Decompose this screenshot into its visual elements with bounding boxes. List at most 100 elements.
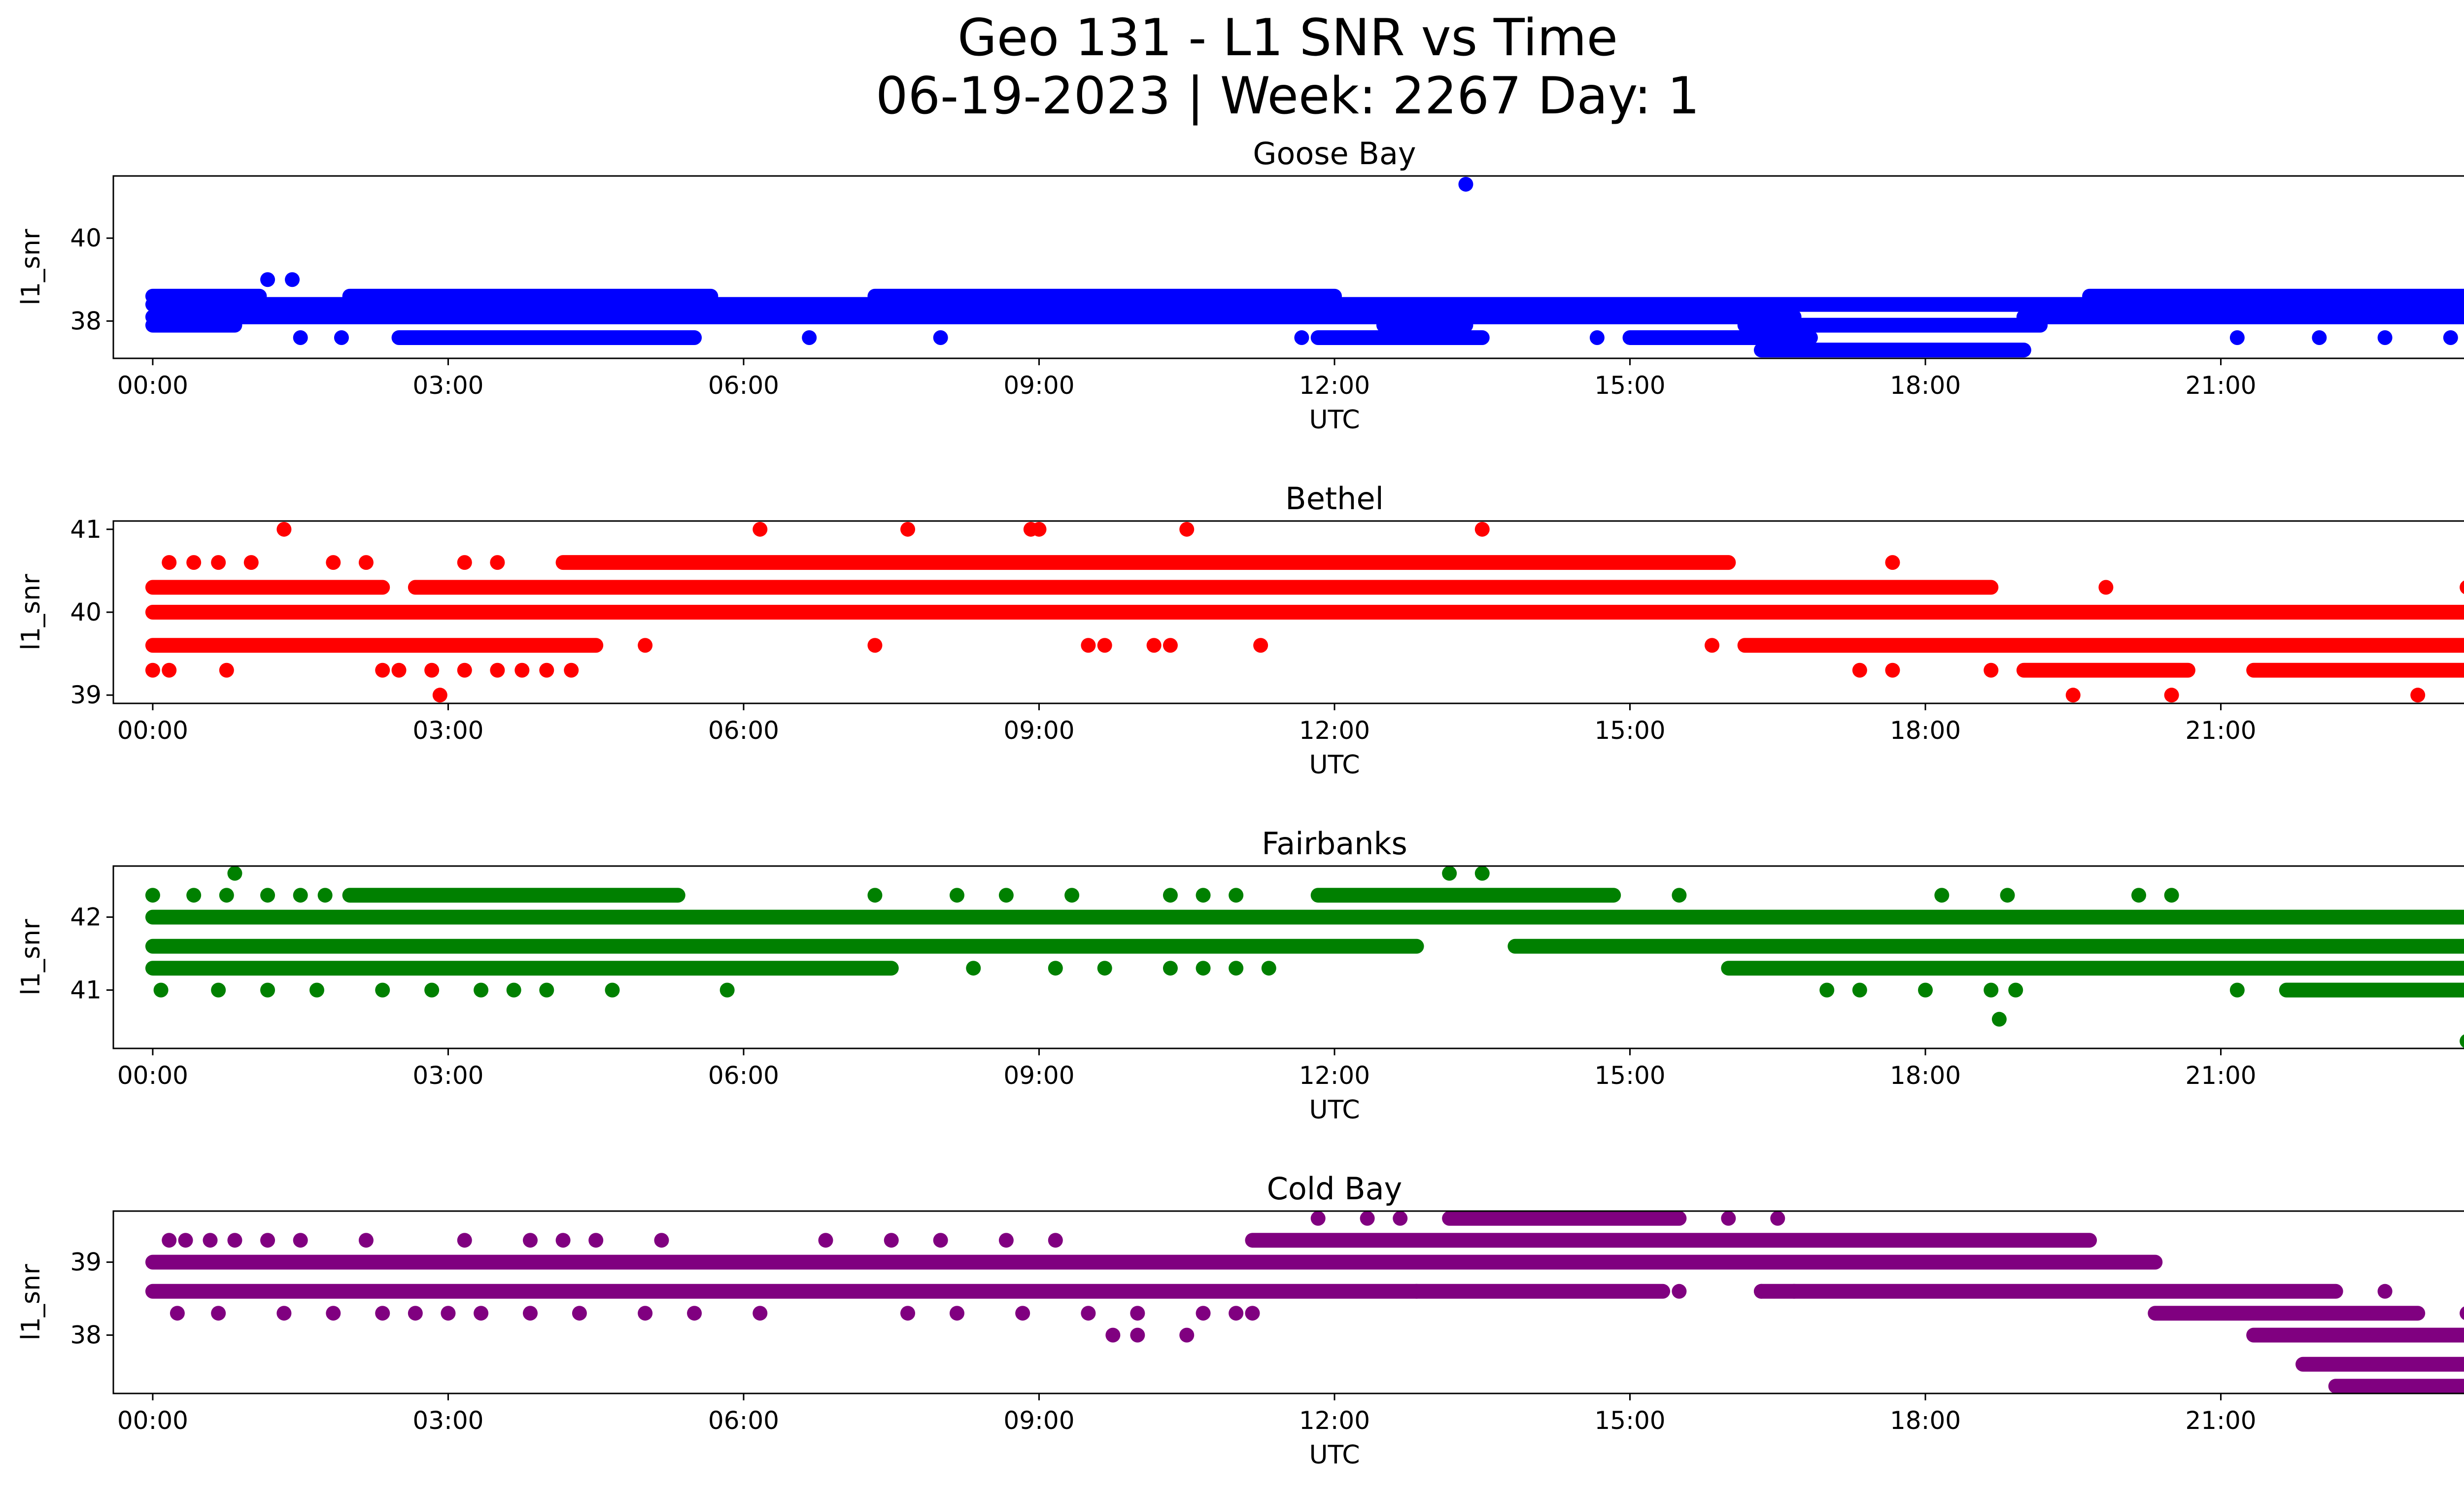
marker-point [474, 982, 489, 998]
marker-point [285, 272, 300, 287]
x-tick-label: 00:00 [117, 716, 188, 745]
panel-title: Goose Bay [1253, 136, 1416, 172]
marker-point [490, 662, 505, 678]
marker-point [1229, 1306, 1244, 1321]
marker-point [605, 982, 620, 998]
marker-point [186, 555, 202, 570]
marker-point [1672, 1284, 1687, 1299]
marker-point [588, 1233, 604, 1248]
marker-point [638, 1306, 653, 1321]
marker-point [539, 982, 554, 998]
marker-point [2377, 1284, 2393, 1299]
marker-point [375, 662, 390, 678]
marker-point [719, 982, 735, 998]
marker-point [474, 1306, 489, 1321]
marker-point [375, 982, 390, 998]
marker-point [424, 982, 440, 998]
marker-point [1163, 888, 1178, 903]
marker-point [1245, 1306, 1260, 1321]
markers [145, 522, 2464, 703]
marker-point [260, 1233, 275, 1248]
marker-point [1360, 1211, 1375, 1226]
x-tick-label: 03:00 [412, 1406, 483, 1435]
marker-point [2460, 1034, 2464, 1048]
marker-point [2098, 580, 2114, 595]
marker-point [219, 888, 234, 903]
marker-point [1097, 961, 1112, 976]
marker-point [145, 888, 160, 903]
marker-point [884, 1233, 899, 1248]
y-axis-label: l1_snr [16, 574, 46, 651]
marker-point [1015, 1306, 1030, 1321]
marker-point [276, 1306, 292, 1321]
marker-point [2229, 982, 2245, 998]
y-tick-label: 40 [70, 224, 102, 252]
marker-point [276, 522, 292, 537]
marker-point [293, 888, 308, 903]
marker-point [1064, 888, 1080, 903]
marker-point [522, 1233, 538, 1248]
marker-point [1146, 638, 1162, 653]
y-tick-label: 40 [70, 598, 102, 626]
panel-title: Cold Bay [1267, 1171, 1403, 1207]
x-tick-label: 03:00 [412, 716, 483, 745]
marker-point [900, 1306, 916, 1321]
markers [145, 866, 2464, 1048]
marker-point [162, 555, 177, 570]
x-tick-label: 12:00 [1299, 1061, 1370, 1090]
x-tick-label: 03:00 [412, 1061, 483, 1090]
marker-point [1097, 638, 1112, 653]
marker-point [227, 1233, 242, 1248]
x-tick-label: 06:00 [708, 1061, 779, 1090]
marker-point [867, 638, 883, 653]
x-tick-label: 09:00 [1003, 1406, 1074, 1435]
x-tick-label: 09:00 [1003, 371, 1074, 400]
marker-point [490, 555, 505, 570]
marker-point [211, 555, 226, 570]
marker-point [1081, 638, 1096, 653]
marker-point [1196, 1306, 1211, 1321]
panel-bethel: 00:00 03:00 06:00 09:00 12:00 15:00 18:00 21:00… [16, 481, 2464, 780]
marker-point [949, 1306, 964, 1321]
x-tick-label: 15:00 [1594, 371, 1665, 400]
x-tick-label: 21:00 [2186, 1406, 2257, 1435]
marker-point [1409, 1284, 1424, 1299]
x-tick-label: 18:00 [1890, 716, 1961, 745]
panel-cold-bay: 00:00 03:00 06:00 09:00 12:00 15:00 18:00 21:00… [16, 1171, 2464, 1470]
marker-point [457, 1233, 472, 1248]
y-axis-label: l1_snr [16, 1264, 46, 1341]
marker-point [260, 272, 275, 287]
x-axis-label: UTC [1309, 1440, 1360, 1470]
marker-point [2460, 1306, 2464, 1320]
x-tick-label: 06:00 [708, 716, 779, 745]
marker-point [1105, 1327, 1121, 1343]
marker-point [2008, 982, 2023, 998]
marker-point [998, 888, 1014, 903]
marker-point [1179, 1327, 1195, 1343]
marker-point [1393, 1211, 1408, 1226]
marker-point [1163, 961, 1178, 976]
marker-point [1031, 522, 1047, 537]
marker-point [317, 888, 333, 903]
marker-point [219, 662, 234, 678]
marker-point [802, 330, 817, 345]
marker-point [564, 662, 579, 678]
x-tick-label: 06:00 [708, 371, 779, 400]
x-tick-label: 18:00 [1890, 1406, 1961, 1435]
marker-point [1458, 176, 1473, 192]
marker-point [555, 1233, 571, 1248]
marker-point [1442, 866, 1457, 881]
marker-point [153, 982, 169, 998]
marker-point [867, 888, 883, 903]
marker-point [391, 662, 407, 678]
marker-point [170, 1306, 185, 1321]
marker-point [326, 1306, 341, 1321]
x-tick-label: 18:00 [1890, 1061, 1961, 1090]
marker-point [1753, 1284, 1769, 1299]
x-tick-label: 00:00 [117, 371, 188, 400]
marker-point [293, 1233, 308, 1248]
marker-point [522, 1306, 538, 1321]
marker-point [687, 1306, 702, 1321]
marker-point [1294, 330, 1309, 345]
